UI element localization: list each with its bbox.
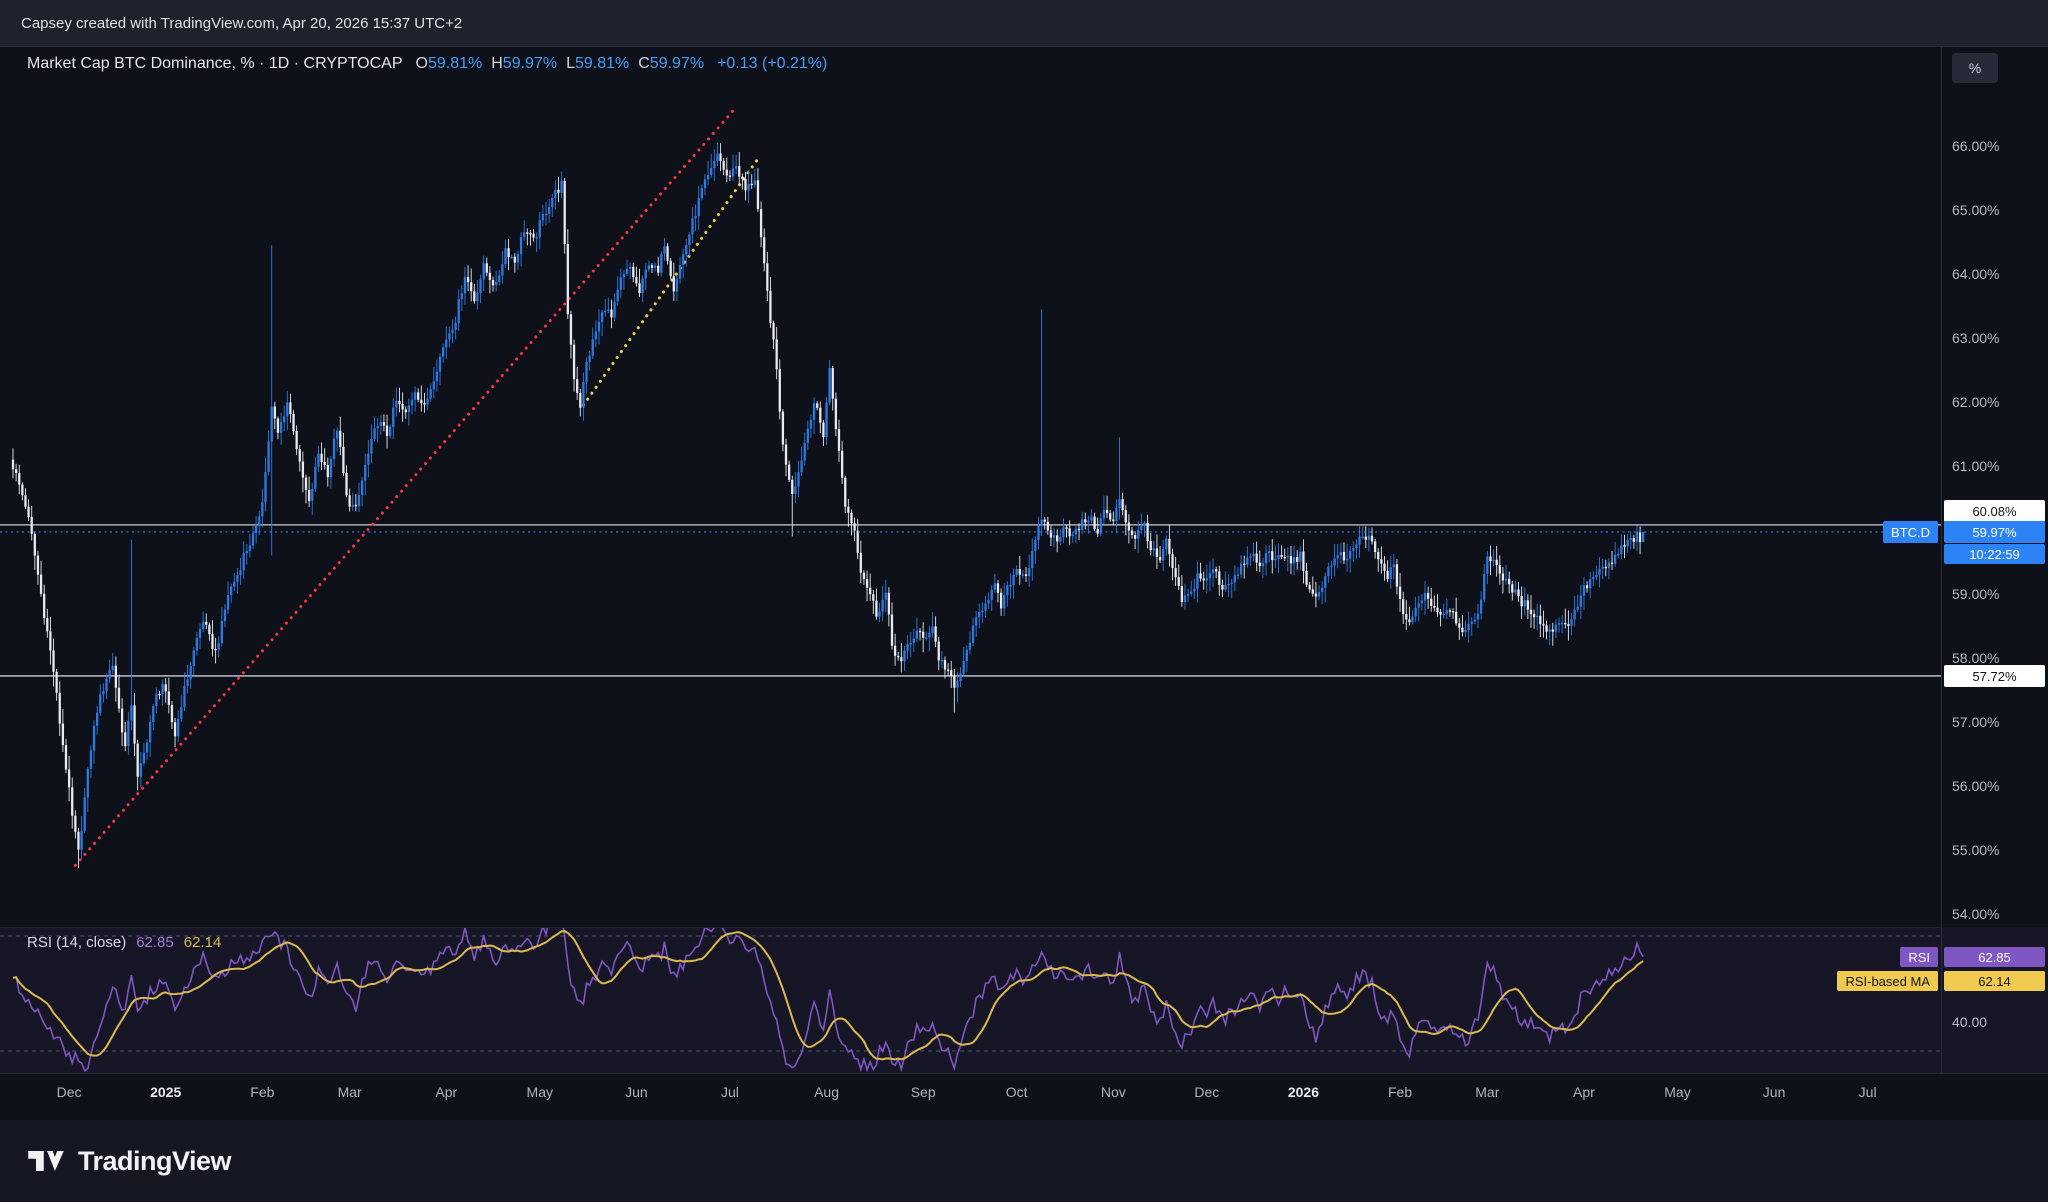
price-unit-button[interactable]: % xyxy=(1952,53,1998,83)
main-pane[interactable] xyxy=(0,109,1941,868)
time-axis-label: Jun xyxy=(625,1084,648,1100)
level-price-badge-lower: 57.72% xyxy=(1944,665,2045,687)
time-axis-label: Sep xyxy=(910,1084,936,1100)
rsi-current-value: 62.85 xyxy=(136,933,174,951)
red-dotted-uptrend[interactable] xyxy=(73,109,735,867)
time-axis-label: Dec xyxy=(56,1084,82,1100)
price-axis-label: 65.00% xyxy=(1952,202,2000,218)
low-row: L59.81% xyxy=(566,55,629,73)
rsi-value-badge: 62.85 xyxy=(1944,947,2045,967)
low-label: L xyxy=(566,55,575,72)
candles xyxy=(11,142,1645,868)
tradingview-logo[interactable]: TradingView xyxy=(26,1141,232,1181)
time-axis-label: Apr xyxy=(435,1084,458,1100)
attribution-text: Capsey created with TradingView.com, Apr… xyxy=(21,15,463,32)
symbol-header: Market Cap BTC Dominance, % · 1D · CRYPT… xyxy=(27,52,827,76)
price-axis-label: 63.00% xyxy=(1952,330,2000,346)
change-value: +0.13 (+0.21%) xyxy=(717,55,828,72)
brand-text: TradingView xyxy=(78,1145,232,1176)
close-value: 59.97% xyxy=(649,55,705,72)
open-row: O59.81% xyxy=(416,55,483,73)
countdown-badge: 10:22:59 xyxy=(1944,544,2045,564)
price-axis-label: 59.00% xyxy=(1952,586,2000,602)
time-axis[interactable]: Dec 2025 Feb Mar Apr May Jun Jul Aug Sep Oct Nov Dec… xyxy=(0,1074,2048,1120)
price-axis-label: 61.00% xyxy=(1952,458,2000,474)
low-value: 59.81% xyxy=(574,55,630,72)
rsi-ma-value: 62.14 xyxy=(183,933,222,951)
time-axis-label: May xyxy=(1664,1084,1691,1100)
last-price-badge: 59.97% xyxy=(1944,521,2045,543)
time-axis-label: Apr xyxy=(1573,1084,1595,1100)
high-row: H59.97% xyxy=(491,55,557,73)
attribution-bar: Capsey created with TradingView.com, Apr… xyxy=(0,0,2048,47)
price-axis-label: 62.00% xyxy=(1952,394,2000,410)
price-axis-label: 58.00% xyxy=(1952,650,2000,666)
price-axis[interactable]: 66.00% 65.00% 64.00% 63.00% 62.00% 61.00% 59.0… xyxy=(1942,47,2048,1073)
time-axis-label: Jul xyxy=(720,1084,739,1100)
price-axis-label: 57.00% xyxy=(1952,714,2000,730)
price-axis-label: 64.00% xyxy=(1952,266,2000,282)
close-row: C59.97% xyxy=(638,55,704,73)
time-axis-separator xyxy=(0,1073,2048,1074)
level-price-badge-upper: 60.08% xyxy=(1944,500,2045,522)
price-axis-label: 56.00% xyxy=(1952,778,2000,794)
footer: TradingView xyxy=(0,1120,2048,1202)
open-label: O xyxy=(415,55,428,72)
rsi-ma-label-badge: RSI-based MA xyxy=(1837,971,1938,991)
rsi-ma-value-badge: 62.14 xyxy=(1944,971,2045,991)
rsi-legend: RSI (14, close) 62.85 62.14 xyxy=(27,931,221,953)
time-axis-label: 2026 xyxy=(1287,1084,1320,1100)
tradingview-logo-icon xyxy=(28,1151,64,1171)
rsi-pane-background xyxy=(0,927,2048,1073)
time-axis-label: Jun xyxy=(1762,1084,1786,1100)
time-axis-label: Jul xyxy=(1858,1084,1877,1100)
symbol-price-label: BTC.D xyxy=(1883,521,1938,543)
time-axis-label: May xyxy=(526,1084,553,1100)
rsi-axis-label: 40.00 xyxy=(1952,1014,1988,1030)
high-label: H xyxy=(491,55,503,72)
rsi-pane[interactable] xyxy=(12,914,1644,1073)
high-value: 59.97% xyxy=(502,55,558,72)
symbol-title[interactable]: Market Cap BTC Dominance, % · 1D · CRYPT… xyxy=(27,55,403,72)
price-axis-separator xyxy=(1941,47,1942,1073)
yellow-dotted-uptrend[interactable] xyxy=(581,157,760,407)
time-axis-label: Mar xyxy=(1475,1084,1500,1100)
time-axis-label: Feb xyxy=(1388,1084,1413,1100)
price-axis-label: 54.00% xyxy=(1952,906,2000,922)
rsi-ma-line xyxy=(12,930,1644,1061)
close-label: C xyxy=(638,55,650,72)
time-axis-label: Mar xyxy=(337,1084,362,1100)
pane-separator xyxy=(0,927,1941,928)
time-axis-label: Aug xyxy=(814,1084,839,1100)
time-axis-label: Nov xyxy=(1100,1084,1126,1100)
price-axis-label: 55.00% xyxy=(1952,842,2000,858)
time-axis-label: Dec xyxy=(1194,1084,1220,1100)
time-axis-label: 2025 xyxy=(150,1084,182,1100)
price-axis-label: 66.00% xyxy=(1952,138,2000,154)
time-axis-label: Feb xyxy=(250,1084,275,1100)
open-value: 59.81% xyxy=(427,55,483,72)
rsi-label-badge: RSI xyxy=(1900,947,1938,967)
rsi-line xyxy=(12,928,1644,1073)
time-axis-label: Oct xyxy=(1005,1084,1028,1100)
rsi-title[interactable]: RSI (14, close) xyxy=(27,933,127,951)
